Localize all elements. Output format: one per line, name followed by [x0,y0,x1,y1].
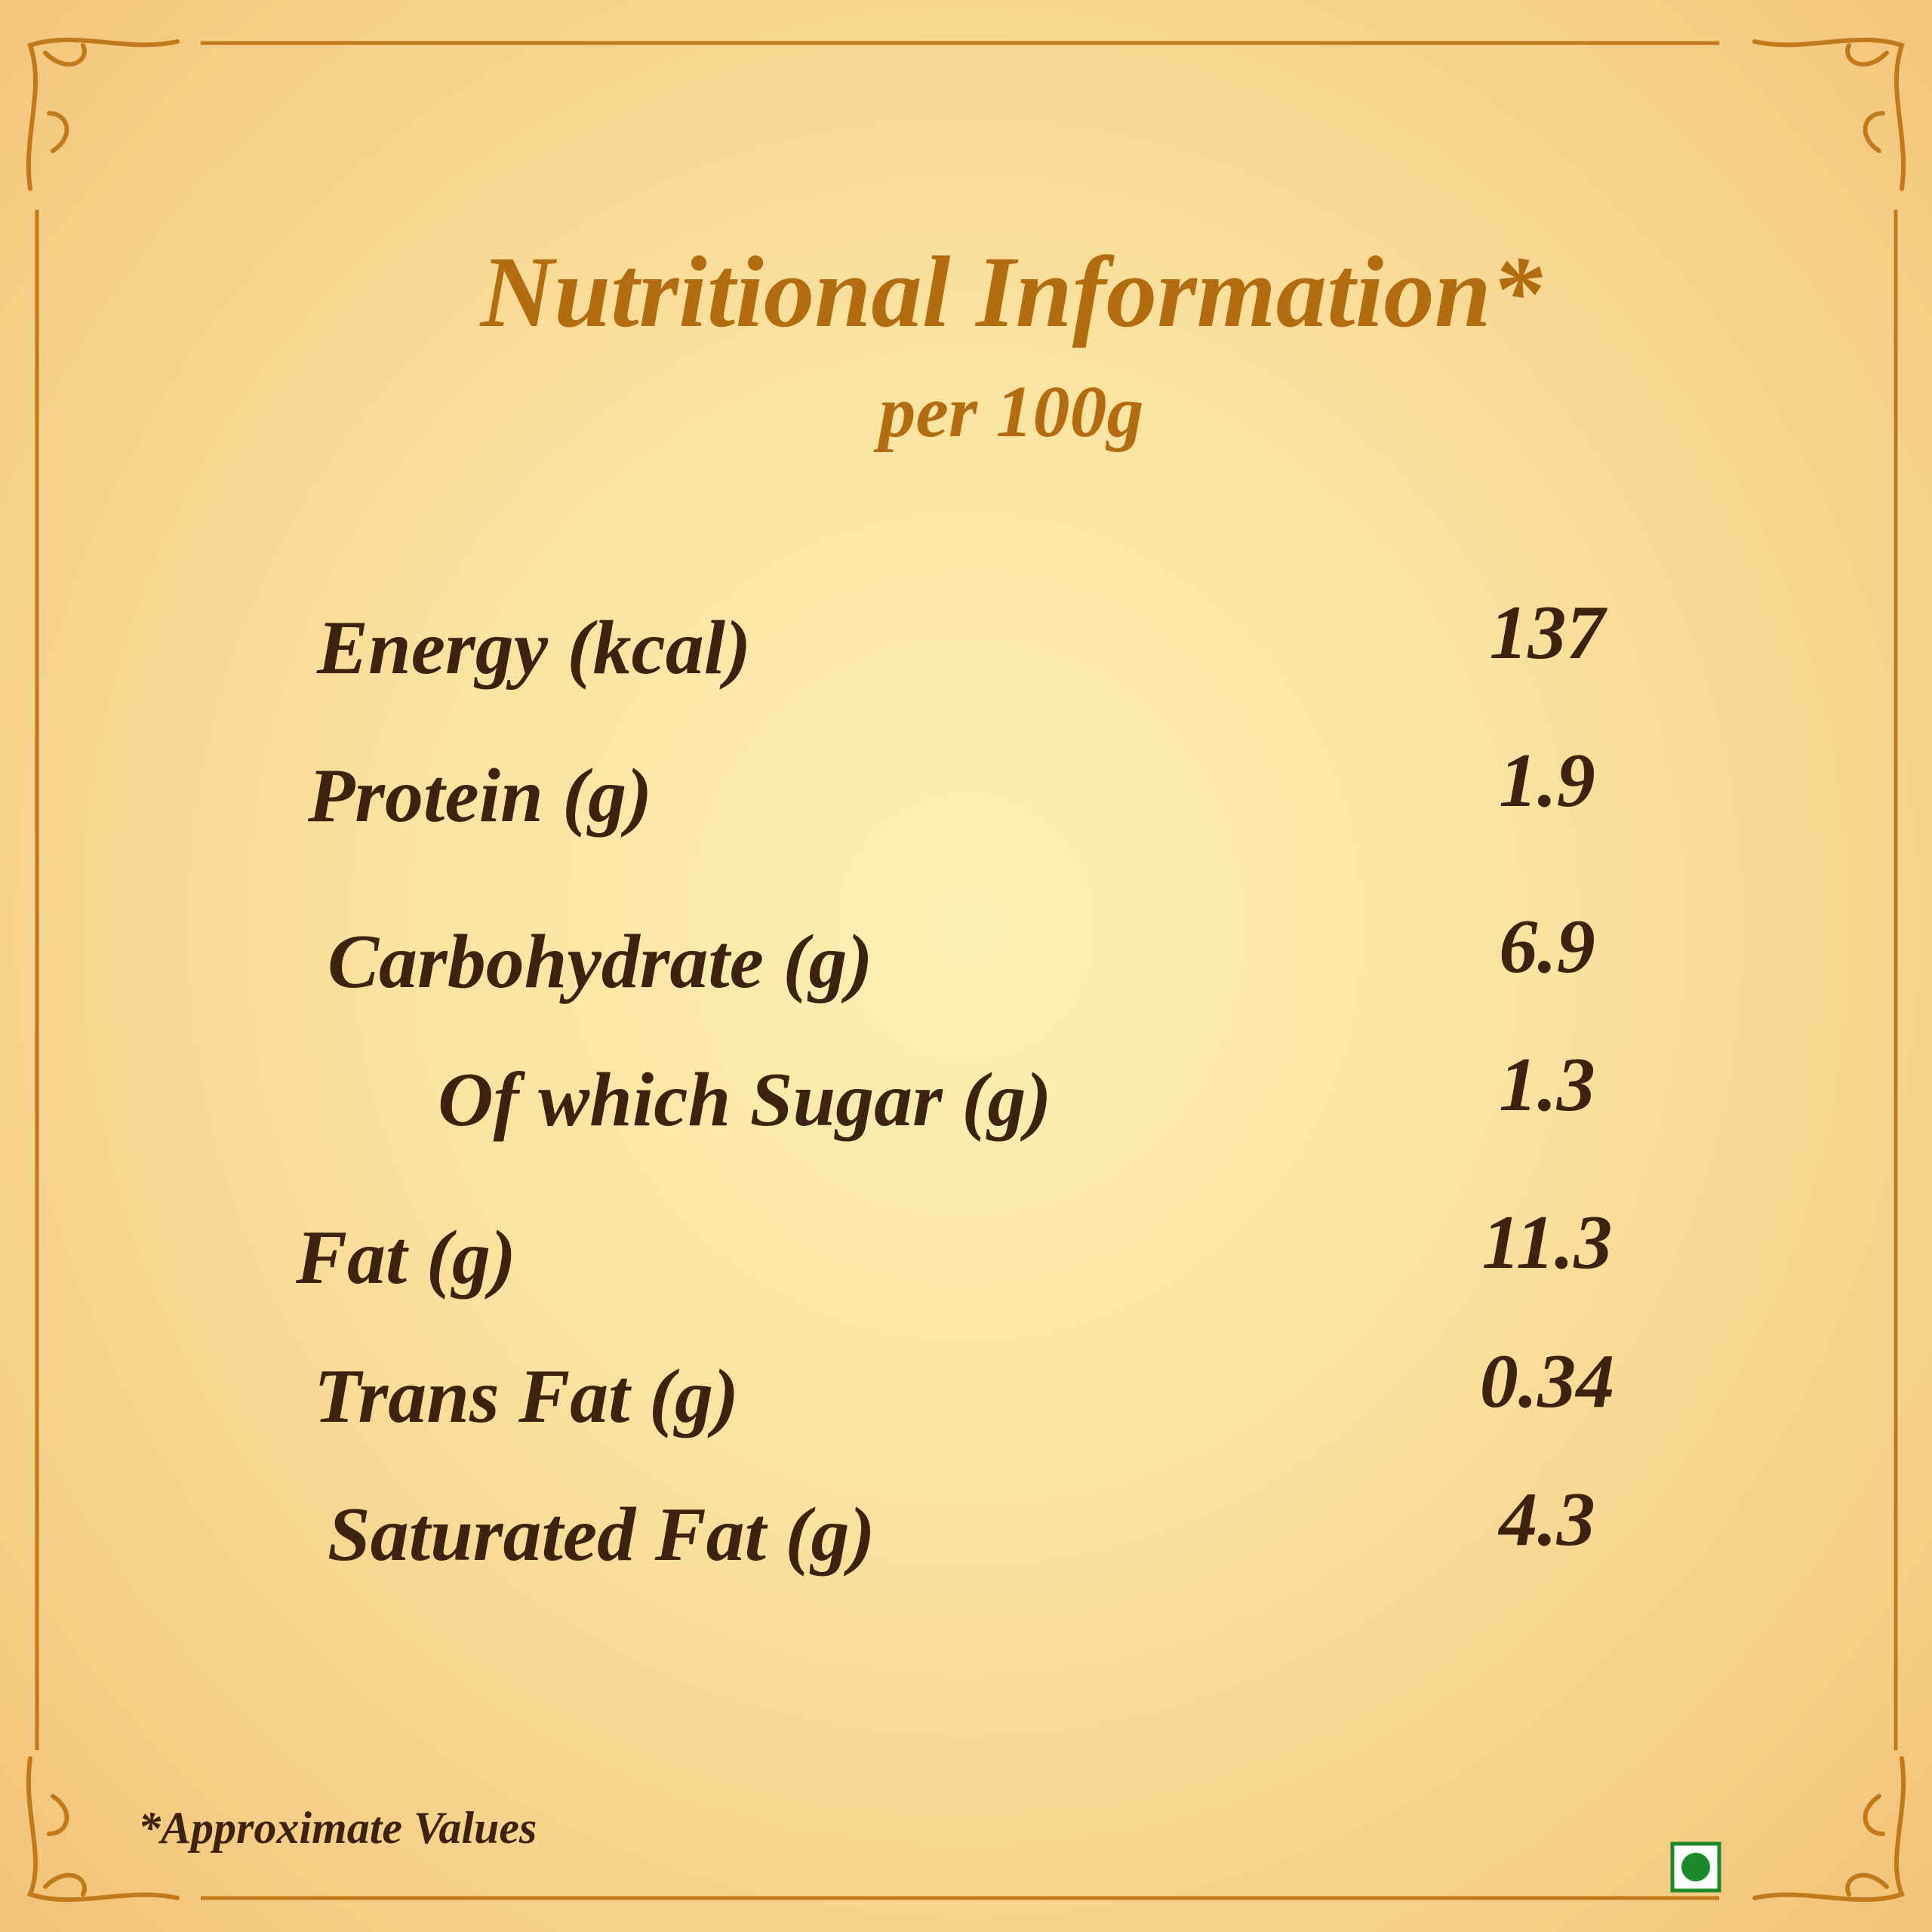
nutrient-label: Of which Sugar (g) [438,1057,1052,1143]
nutrient-value: 11.3 [1481,1200,1613,1285]
nutrient-label: Fat (g) [296,1215,516,1300]
subtitle: per 100g [878,371,1144,453]
nutrient-label: Energy (kcal) [317,605,752,691]
nutrient-label: Saturated Fat (g) [328,1492,875,1577]
nutrient-label: Trans Fat (g) [314,1354,739,1439]
nutrient-value: 6.9 [1499,904,1595,989]
title: Nutritional Information* [480,236,1543,349]
nutrient-value: 4.3 [1499,1477,1595,1562]
nutrient-value: 137 [1489,590,1605,675]
nutrient-value: 1.3 [1499,1042,1595,1128]
footnote: *Approximate Values [138,1803,537,1853]
nutrient-label: Carbohydrate (g) [328,919,873,1004]
nutrient-value: 1.9 [1499,738,1595,823]
nutrient-value: 0.34 [1479,1339,1615,1424]
nutrient-label: Protein (g) [308,753,653,838]
veg-symbol [1670,1841,1721,1893]
